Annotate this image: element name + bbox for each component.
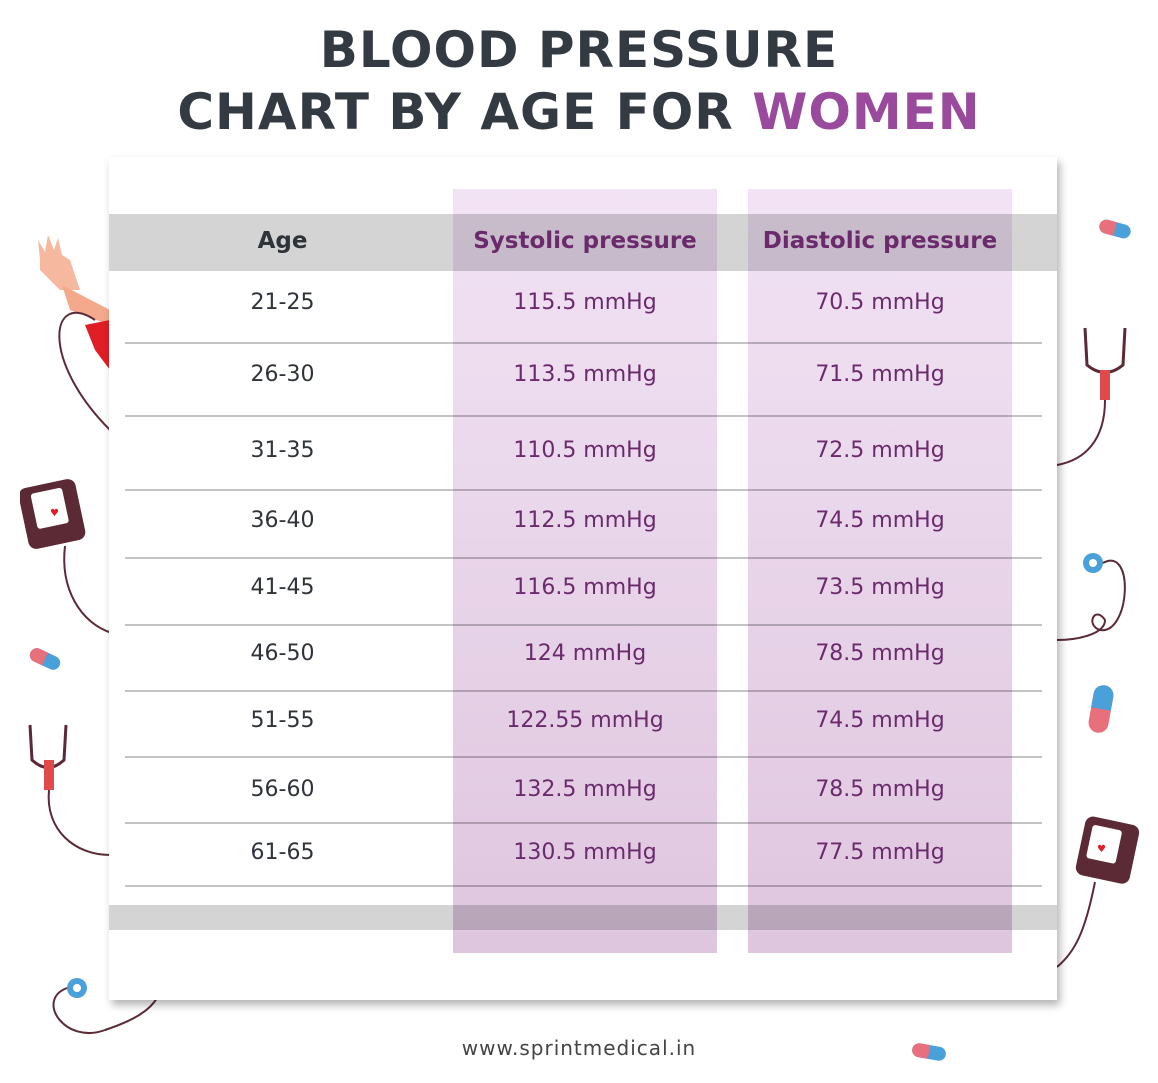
header-diastolic: Diastolic pressure [762, 228, 998, 254]
age-cell: 21-25 [250, 290, 315, 315]
stethoscope-icon [1056, 327, 1127, 466]
systolic-cell: 115.5 mmHg [513, 290, 657, 315]
stethoscope-chestpiece-icon [52, 978, 158, 1034]
age-cell: 51-55 [250, 708, 315, 733]
systolic-cell: 112.5 mmHg [513, 508, 657, 533]
bp-monitor-icon: ♥ [20, 479, 113, 634]
website-link[interactable]: www.sprintmedical.in [461, 1036, 697, 1060]
diastolic-cell: 72.5 mmHg [815, 438, 945, 463]
pill-icon [912, 1043, 946, 1061]
systolic-column-highlight [453, 189, 717, 953]
systolic-cell: 116.5 mmHg [513, 575, 657, 600]
diastolic-cell: 71.5 mmHg [815, 362, 945, 387]
diastolic-cell: 70.5 mmHg [815, 290, 945, 315]
diastolic-cell: 77.5 mmHg [815, 840, 945, 865]
diastolic-cell: 74.5 mmHg [815, 508, 945, 533]
stethoscope-chestpiece-icon [1056, 553, 1126, 641]
systolic-cell: 132.5 mmHg [513, 777, 657, 802]
svg-text:♥: ♥ [50, 508, 59, 519]
title-line-1: BLOOD PRESSURE [319, 21, 839, 79]
age-cell: 31-35 [250, 438, 315, 463]
diastolic-cell: 78.5 mmHg [815, 641, 945, 666]
bp-monitor-icon: ♥ [1056, 816, 1140, 968]
title-line-2: CHART BY AGE FOR WOMEN [0, 82, 1158, 142]
age-cell: 36-40 [250, 508, 315, 533]
title-prefix: CHART BY AGE FOR [177, 83, 753, 141]
systolic-cell: 124 mmHg [523, 641, 647, 666]
pill-icon [1088, 685, 1114, 733]
age-cell: 56-60 [250, 777, 315, 802]
pill-icon [1099, 219, 1131, 239]
age-cell: 41-45 [250, 575, 315, 600]
systolic-cell: 130.5 mmHg [513, 840, 657, 865]
diastolic-cell: 78.5 mmHg [815, 777, 945, 802]
title-accent: WOMEN [752, 83, 981, 141]
diastolic-cell: 74.5 mmHg [815, 708, 945, 733]
header-systolic: Systolic pressure [473, 228, 697, 254]
pill-icon [29, 648, 61, 670]
hand-with-cuff-icon [38, 235, 111, 431]
diastolic-column-highlight [748, 189, 1012, 953]
svg-text:♥: ♥ [1097, 844, 1106, 855]
stethoscope-icon [28, 724, 111, 856]
systolic-cell: 110.5 mmHg [513, 438, 657, 463]
age-cell: 26-30 [250, 362, 315, 387]
age-cell: 46-50 [250, 641, 315, 666]
header-age: Age [257, 228, 308, 254]
systolic-cell: 113.5 mmHg [513, 362, 657, 387]
systolic-cell: 122.55 mmHg [506, 708, 664, 733]
age-cell: 61-65 [250, 840, 315, 865]
diastolic-cell: 73.5 mmHg [815, 575, 945, 600]
